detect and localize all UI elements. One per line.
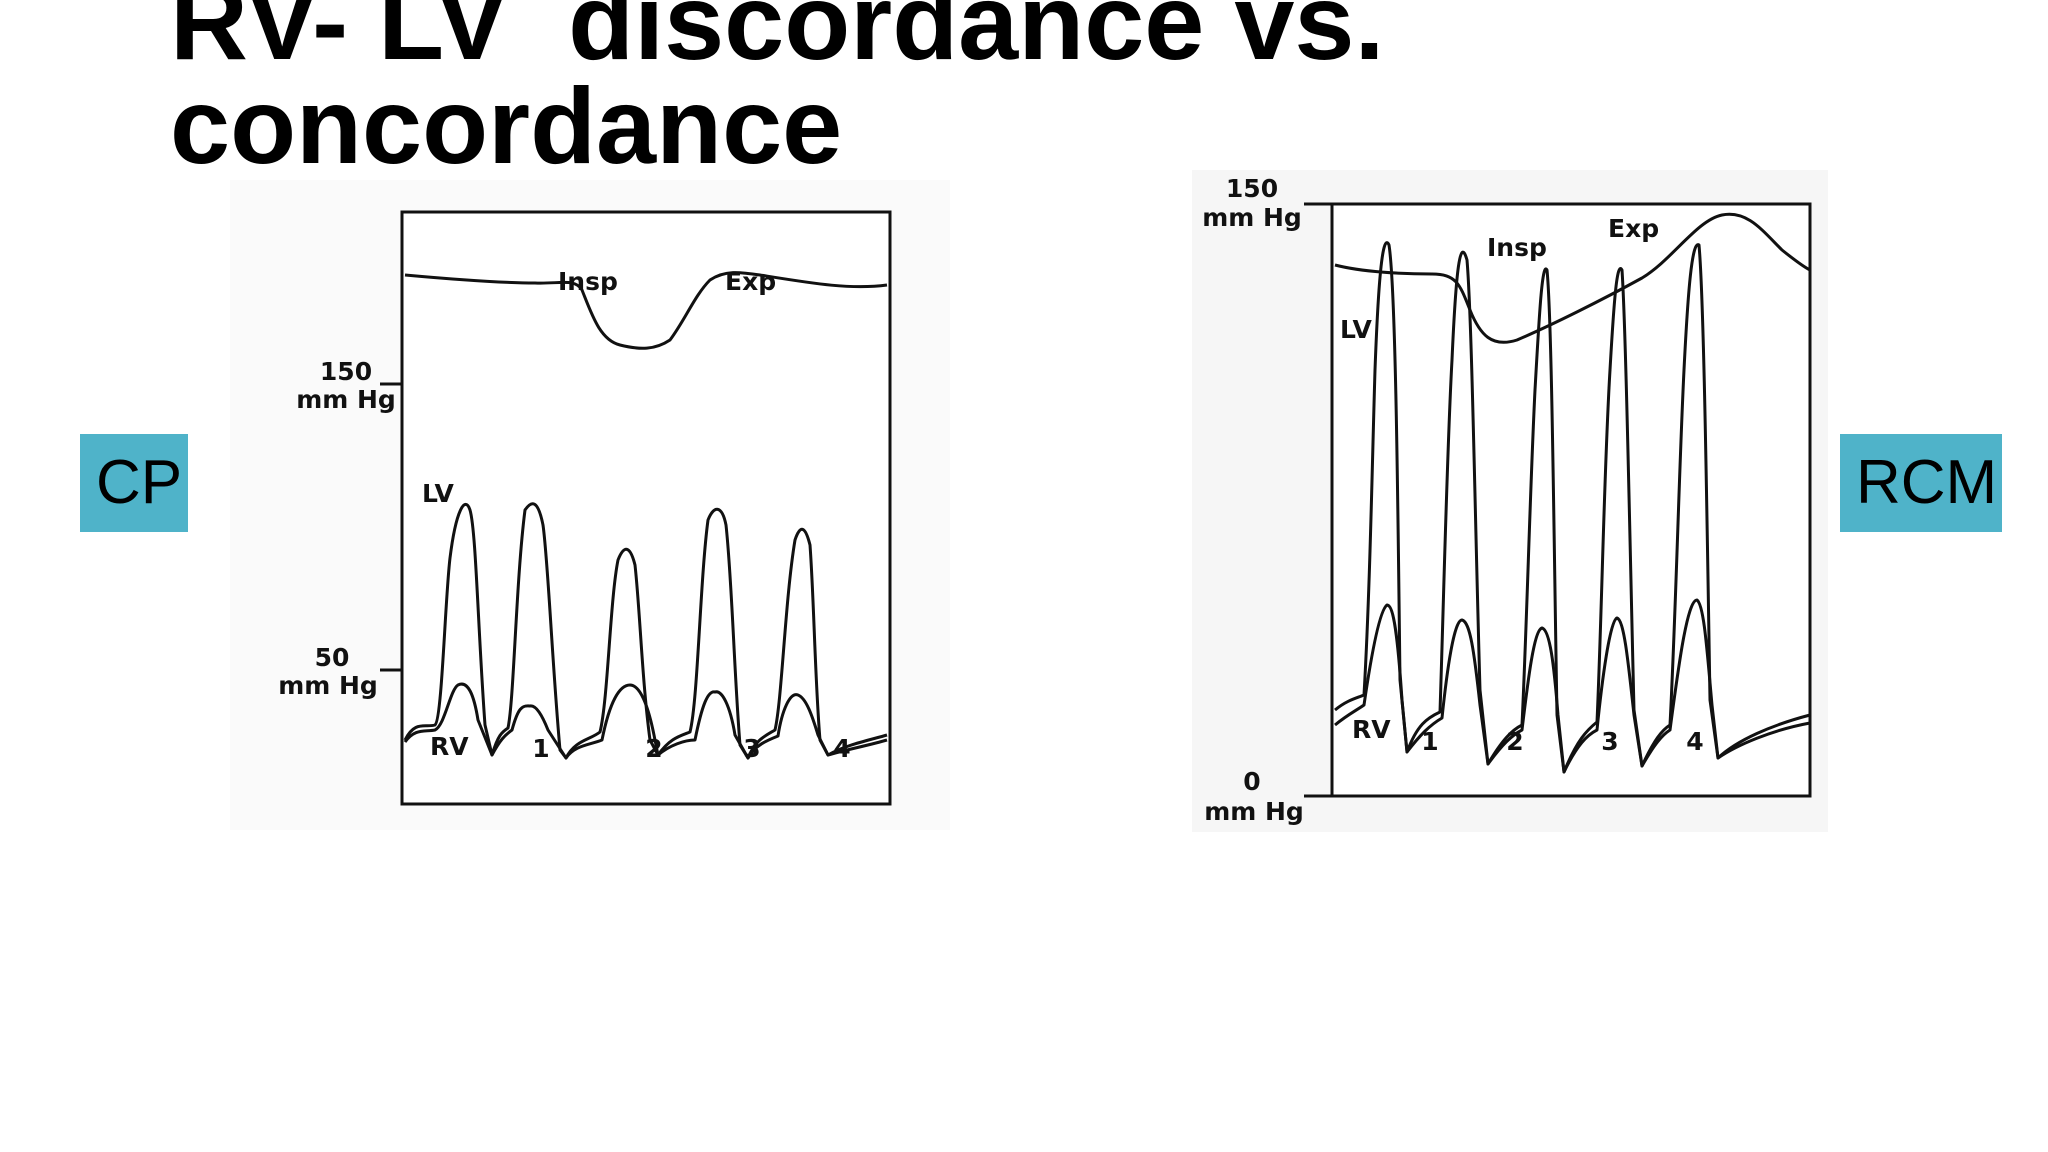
slide-title-line-1: RV- LV discordance vs.	[170, 0, 1385, 82]
cp-rv-trace	[403, 682, 888, 760]
cp-tracing-svg: 150 mm Hg 50 mm Hg Insp Exp LV RV 1 2 3 …	[278, 210, 892, 806]
rcm-exp-label: Exp	[1608, 214, 1659, 243]
cp-exp-label: Exp	[725, 267, 776, 296]
rcm-lv-label-left: RV	[1352, 715, 1391, 744]
rcm-tag: RCM	[1840, 434, 2002, 532]
rcm-beat-label-1: 1	[1421, 727, 1438, 756]
cp-axis-mid-value: 50	[315, 643, 350, 672]
cp-axis-top-unit: mm Hg	[296, 385, 396, 414]
rcm-beat-label-3: 3	[1601, 727, 1618, 756]
cp-beat-label-2: 2	[645, 734, 662, 763]
rcm-axis-top-unit: mm Hg	[1202, 203, 1302, 232]
rcm-beat-label-4: 4	[1686, 727, 1703, 756]
slide-title: RV- LV discordance vs. concordance	[170, 0, 1670, 186]
rcm-tracing-svg: 150 mm Hg 0 mm Hg Insp Exp RV LV 1 2 3 4	[1202, 174, 1812, 826]
cp-beat-label-1: 1	[532, 734, 549, 763]
rcm-frame	[1330, 202, 1812, 798]
rcm-axis-top-value: 150	[1226, 174, 1278, 203]
cp-rv-label: RV	[430, 732, 469, 761]
cp-insp-label: Insp	[558, 267, 618, 296]
rcm-rv-trace	[1334, 598, 1811, 774]
cp-axis-top-value: 150	[320, 357, 372, 386]
rcm-axis-bottom-unit: mm Hg	[1204, 797, 1304, 826]
rcm-lv-trace	[1334, 241, 1811, 774]
cp-lv-label: LV	[422, 479, 454, 508]
cp-axis-mid-unit: mm Hg	[278, 671, 378, 700]
cp-pressure-tracing: 150 mm Hg 50 mm Hg Insp Exp LV RV 1 2 3 …	[230, 180, 950, 830]
slide-title-line-2: concordance	[170, 65, 843, 186]
rcm-insp-label: Insp	[1487, 233, 1547, 262]
rcm-lv-label: LV	[1340, 315, 1372, 344]
cp-lv-trace	[403, 502, 888, 760]
rcm-pressure-tracing: 150 mm Hg 0 mm Hg Insp Exp RV LV 1 2 3 4	[1192, 170, 1828, 832]
rcm-axis-bottom-value: 0	[1243, 767, 1260, 796]
cp-beat-label-4: 4	[833, 734, 850, 763]
cp-respiration-trace	[404, 271, 888, 350]
rcm-beat-label-2: 2	[1506, 727, 1523, 756]
cp-beat-label-3: 3	[743, 734, 760, 763]
rcm-respiration-trace	[1334, 212, 1811, 344]
cp-tag: CP	[80, 434, 188, 532]
